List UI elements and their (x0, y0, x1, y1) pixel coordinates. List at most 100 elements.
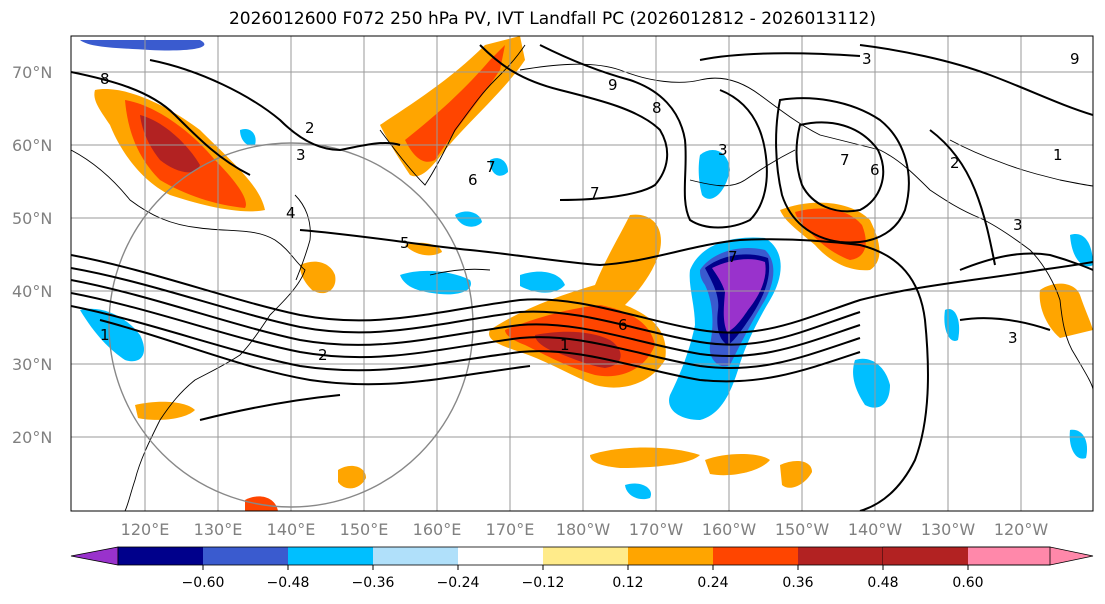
contour-label: 3 (862, 50, 872, 68)
contour-label: 6 (618, 316, 628, 334)
lon-label: 150°E (340, 520, 389, 539)
lat-label: 40°N (12, 282, 52, 301)
reference-circle (108, 142, 474, 508)
positive-anomaly-region (135, 401, 195, 420)
colorbar-segment (713, 547, 798, 565)
figure-title: 2026012600 F072 250 hPa PV, IVT Landfall… (228, 9, 876, 29)
lon-label: 180°W (556, 520, 611, 539)
lon-label: 170°E (486, 520, 535, 539)
colorbar-segment (883, 547, 968, 565)
pv-contours (71, 44, 1093, 511)
lat-label: 20°N (12, 428, 52, 447)
positive-anomaly-region (535, 331, 621, 368)
map-frame-bg (71, 36, 1093, 511)
negative-anomaly-region (80, 308, 145, 362)
lat-label: 50°N (12, 209, 52, 228)
contour-label: 9 (1070, 50, 1080, 68)
colorbar-extend-min (70, 546, 119, 566)
lon-label: 150°W (775, 520, 830, 539)
lon-label: 120°E (121, 520, 170, 539)
colorbar-segment (118, 547, 203, 565)
positive-anomaly-region (1039, 283, 1093, 338)
contour-label: 2 (305, 119, 315, 137)
pv-contour-labels: 8 2 3 4 5 9 8 3 7 6 7 3 7 6 2 1 3 1 7 6 … (100, 50, 1080, 364)
colorbar: −0.60 −0.48 −0.36 −0.24 −0.12 0.12 0.24 … (70, 546, 1094, 591)
lon-label: 130°W (921, 520, 976, 539)
positive-anomaly-region (705, 454, 770, 476)
contour-label: 7 (728, 248, 738, 266)
colorbar-segment (288, 547, 373, 565)
contour-label: 1 (100, 326, 110, 344)
colorbar-tick-label: −0.12 (522, 575, 565, 591)
negative-anomaly-region (240, 128, 256, 146)
positive-anomaly-region (795, 208, 866, 260)
negative-anomaly-region (853, 358, 890, 408)
negative-anomaly-region (400, 270, 471, 295)
colorbar-tick-label: 0.24 (697, 575, 728, 591)
positive-anomaly-region (245, 496, 278, 511)
colorbar-segment (543, 547, 628, 565)
map-frame (70, 35, 1094, 512)
contour-label: 3 (1013, 216, 1023, 234)
positive-anomaly-region (590, 447, 700, 468)
colorbar-tick-label: −0.24 (437, 575, 480, 591)
contour-label: 7 (486, 158, 496, 176)
lon-label: 160°E (413, 520, 462, 539)
contour-label: 6 (870, 161, 880, 179)
negative-anomaly-region (455, 211, 482, 227)
negative-anomaly-region (698, 150, 730, 199)
contour-label: 2 (950, 154, 960, 172)
positive-anomaly-region (338, 465, 366, 489)
colorbar-ticks (202, 565, 969, 570)
contour-label: 3 (1008, 329, 1018, 347)
lon-label: 140°E (267, 520, 316, 539)
contour-label: 3 (718, 141, 728, 159)
negative-anomaly-region (1070, 234, 1093, 267)
colorbar-tick-label: −0.36 (352, 575, 395, 591)
colorbar-segment (373, 547, 458, 565)
latitude-labels: 70°N 60°N 50°N 40°N 30°N 20°N (12, 63, 52, 447)
positive-anomaly-region (300, 261, 336, 294)
negative-anomaly-region (520, 271, 565, 293)
ivt-shading (80, 36, 1093, 511)
lon-label: 160°W (702, 520, 757, 539)
colorbar-segment (798, 547, 883, 565)
contour-label: 5 (400, 234, 410, 252)
colorbar-tick-label: 0.48 (867, 575, 898, 591)
lat-label: 30°N (12, 355, 52, 374)
negative-anomaly-region (80, 40, 205, 51)
colorbar-tick-label: 0.60 (952, 575, 983, 591)
positive-anomaly-region (140, 115, 200, 173)
longitude-labels: 120°E 130°E 140°E 150°E 160°E 170°E 180°… (121, 520, 1049, 539)
colorbar-segment (458, 547, 543, 565)
contour-label: 8 (100, 70, 110, 88)
lat-label: 70°N (12, 63, 52, 82)
lon-label: 120°W (994, 520, 1049, 539)
contour-label: 7 (590, 184, 600, 202)
contour-label: 8 (652, 99, 662, 117)
colorbar-segment (628, 547, 713, 565)
colorbar-border (117, 546, 1051, 566)
contour-label: 1 (1053, 146, 1063, 164)
colorbar-tick-label: −0.60 (182, 575, 225, 591)
colorbar-tick-label: −0.48 (267, 575, 310, 591)
contour-label: 3 (296, 146, 306, 164)
positive-anomaly-region (780, 460, 812, 488)
colorbar-tick-label: 0.36 (782, 575, 813, 591)
lon-label: 130°E (194, 520, 243, 539)
colorbar-tick-label: 0.12 (612, 575, 643, 591)
lon-label: 170°W (629, 520, 684, 539)
lat-label: 60°N (12, 136, 52, 155)
negative-anomaly-region (490, 158, 508, 176)
colorbar-segment (203, 547, 288, 565)
contour-label: 1 (560, 336, 570, 354)
negative-anomaly-region (712, 259, 766, 332)
contour-label: 4 (286, 204, 296, 222)
contour-label: 6 (468, 171, 478, 189)
contour-label: 9 (608, 76, 618, 94)
positive-anomaly-region (405, 45, 505, 162)
negative-anomaly-region (625, 483, 651, 500)
contour-label: 7 (840, 151, 850, 169)
lon-label: 140°W (848, 520, 903, 539)
